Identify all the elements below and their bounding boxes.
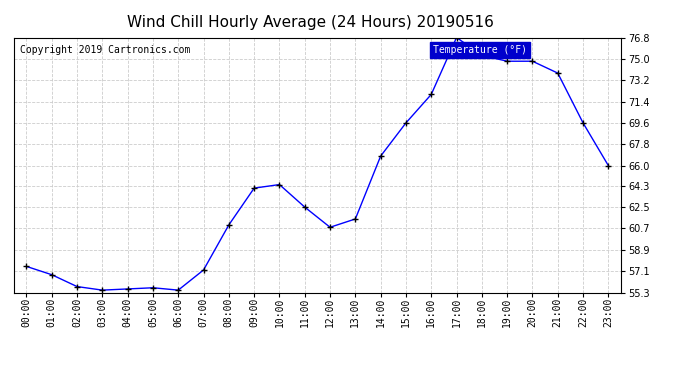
Text: Copyright 2019 Cartronics.com: Copyright 2019 Cartronics.com [20,45,190,55]
Text: Temperature (°F): Temperature (°F) [433,45,526,55]
Text: Wind Chill Hourly Average (24 Hours) 20190516: Wind Chill Hourly Average (24 Hours) 201… [127,15,494,30]
